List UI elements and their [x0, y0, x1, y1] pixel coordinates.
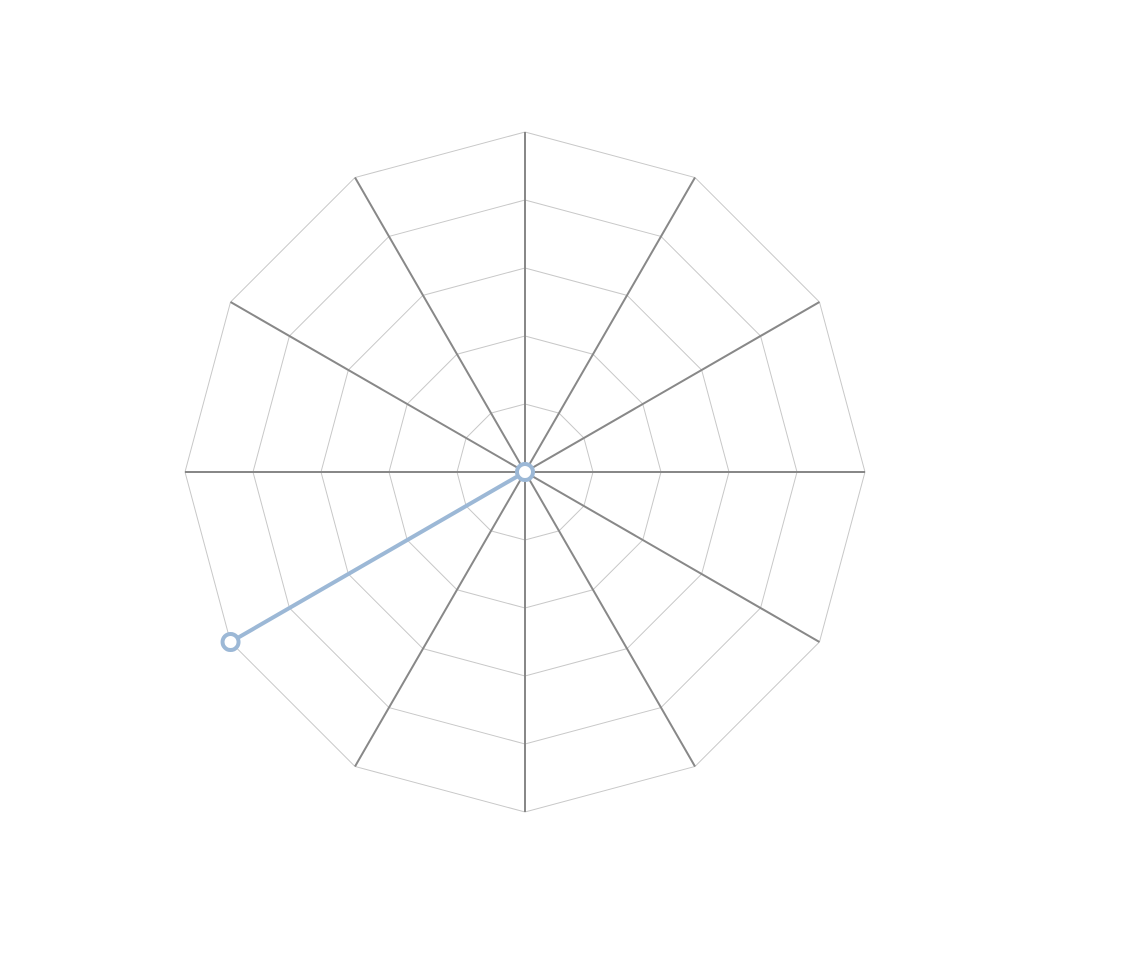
series-0-point-0	[515, 462, 535, 482]
axis-spoke-11	[354, 177, 526, 473]
axis-spoke-2	[524, 301, 820, 473]
axis-spoke-7	[354, 471, 526, 767]
series-0-point-1	[220, 632, 241, 652]
series-layer	[220, 462, 535, 652]
axis-spoke-5	[524, 471, 696, 767]
series-0-line	[229, 470, 526, 644]
axis-spoke-4	[524, 471, 820, 643]
axis-spoke-10	[230, 301, 526, 473]
axis-spoke-1	[524, 177, 696, 473]
